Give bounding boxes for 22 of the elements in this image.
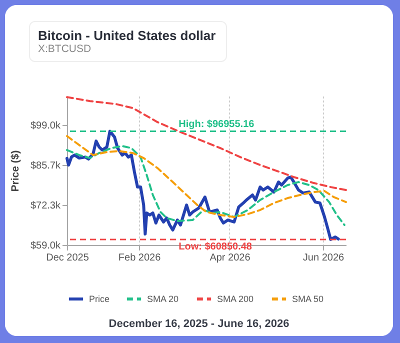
line-series — [66, 135, 347, 218]
y-axis-title: Price ($) — [9, 150, 22, 192]
legend-label: Price — [89, 294, 110, 304]
legend-label: SMA 20 — [147, 294, 179, 304]
y-tick-label: $85.7k — [30, 160, 62, 172]
y-tick-label: $72.3k — [30, 200, 62, 212]
legend-label: SMA 50 — [292, 294, 324, 304]
y-tick-label: $99.0k — [30, 120, 62, 132]
x-tick-label: Apr 2026 — [210, 252, 251, 264]
x-tick-label: Jun 2026 — [302, 252, 345, 264]
x-tick-label: Feb 2026 — [118, 252, 162, 264]
ref-line-label: Low: $60850.48 — [178, 241, 252, 252]
y-tick-label: $59.0k — [30, 240, 62, 252]
x-tick-label: Dec 2025 — [46, 252, 90, 264]
chart-subtitle: X:BTCUSD — [38, 43, 92, 55]
line-series — [66, 96, 347, 192]
legend-label: SMA 200 — [217, 294, 254, 304]
chart-title: Bitcoin - United States dollar — [38, 28, 216, 43]
text: December 16, 2025 - June 16, 2026 — [108, 318, 290, 330]
line-series — [66, 130, 340, 241]
line-series — [66, 145, 346, 226]
ref-line-label: High: $96955.16 — [178, 119, 255, 130]
